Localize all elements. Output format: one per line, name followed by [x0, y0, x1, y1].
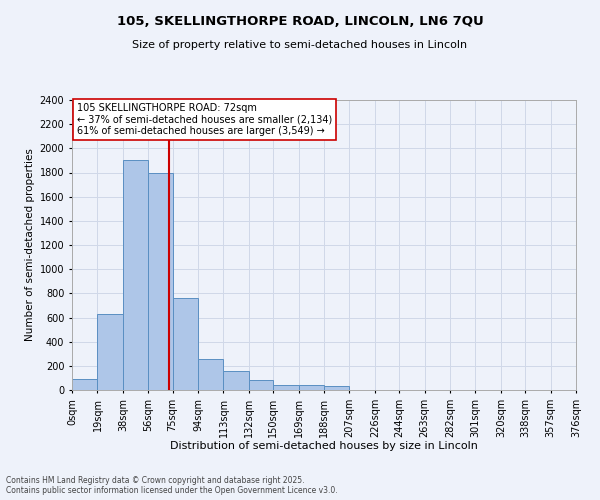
Bar — [123, 160, 148, 390]
Bar — [198, 358, 223, 390]
X-axis label: Distribution of semi-detached houses by size in Lincoln: Distribution of semi-detached houses by … — [170, 441, 478, 451]
Bar — [72, 379, 97, 390]
Bar — [299, 385, 324, 390]
Bar — [273, 384, 299, 390]
Y-axis label: Number of semi-detached properties: Number of semi-detached properties — [25, 148, 35, 342]
Bar — [223, 370, 249, 390]
Bar — [173, 298, 198, 390]
Text: Size of property relative to semi-detached houses in Lincoln: Size of property relative to semi-detach… — [133, 40, 467, 50]
Bar — [324, 386, 349, 390]
Text: Contains HM Land Registry data © Crown copyright and database right 2025.
Contai: Contains HM Land Registry data © Crown c… — [6, 476, 338, 495]
Bar — [97, 314, 123, 390]
Text: 105 SKELLINGTHORPE ROAD: 72sqm
← 37% of semi-detached houses are smaller (2,134): 105 SKELLINGTHORPE ROAD: 72sqm ← 37% of … — [77, 103, 332, 136]
Bar — [148, 172, 173, 390]
Text: 105, SKELLINGTHORPE ROAD, LINCOLN, LN6 7QU: 105, SKELLINGTHORPE ROAD, LINCOLN, LN6 7… — [116, 15, 484, 28]
Bar — [249, 380, 273, 390]
